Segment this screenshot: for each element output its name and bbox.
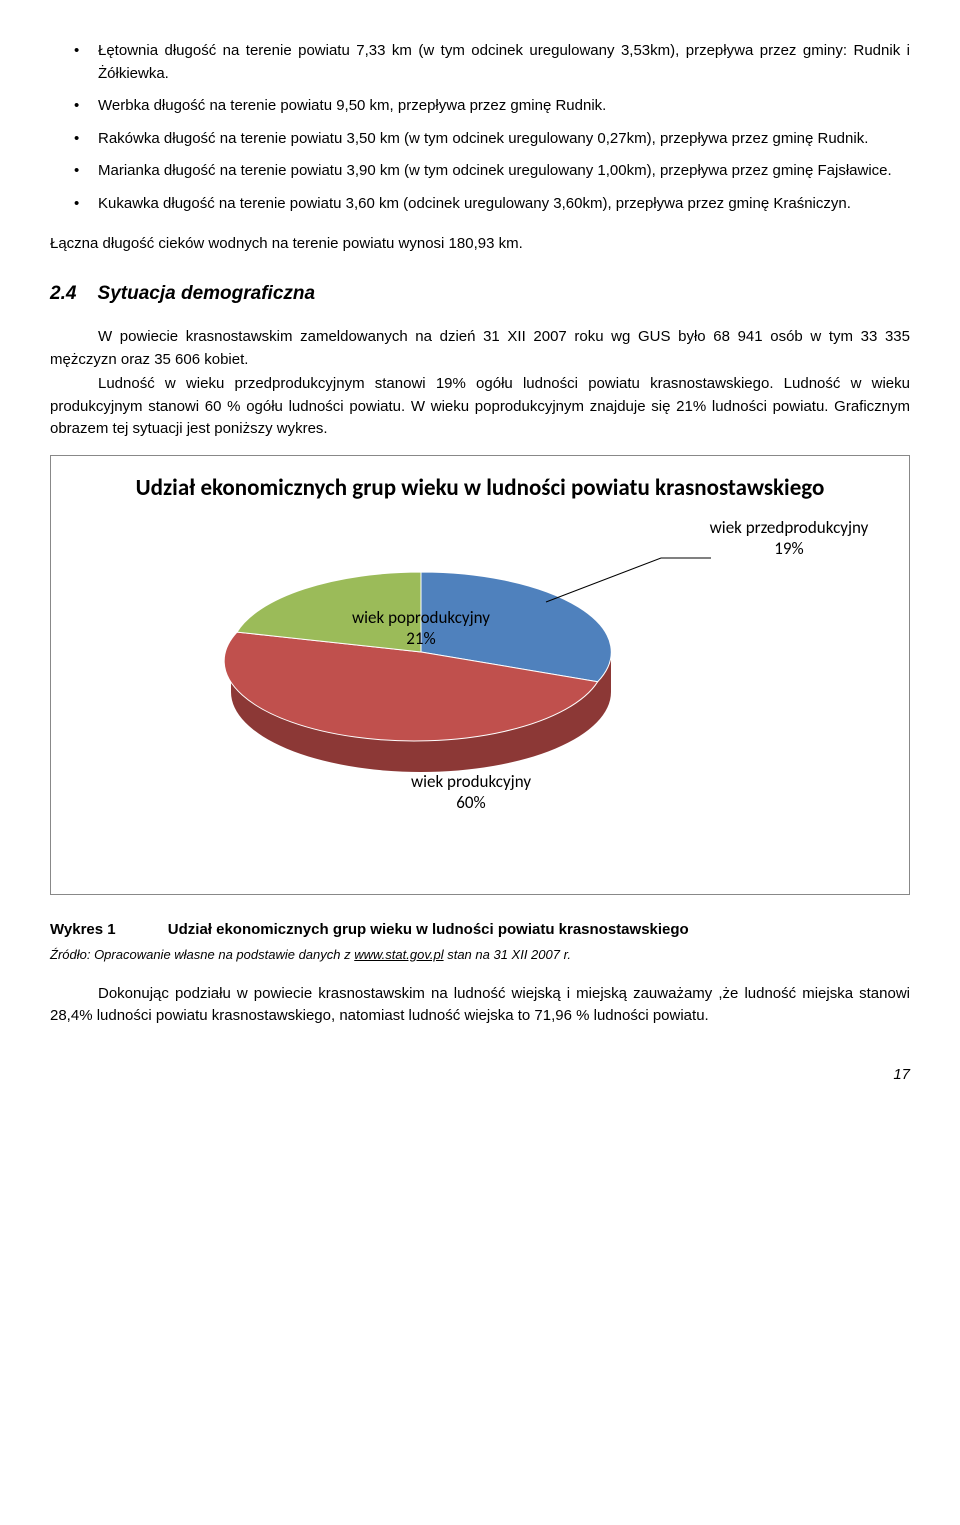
pie-chart-container: Udział ekonomicznych grup wieku w ludnoś… [50, 455, 910, 895]
list-item: Rakówka długość na terenie powiatu 3,50 … [50, 128, 910, 151]
callout-label: wiek poprodukcyjny [352, 607, 490, 628]
callout-pct: 21% [406, 628, 435, 649]
total-length-text: Łączna długość cieków wodnych na terenie… [50, 233, 910, 256]
list-item: Marianka długość na terenie powiatu 3,90… [50, 160, 910, 183]
callout-pct: 60% [456, 792, 485, 813]
river-list: Łętownia długość na terenie powiatu 7,33… [50, 40, 910, 215]
callout-label: wiek produkcyjny [411, 771, 531, 792]
list-item: Werbka długość na terenie powiatu 9,50 k… [50, 95, 910, 118]
caption-text: Udział ekonomicznych grup wieku w ludnoś… [168, 921, 689, 938]
section-number: 2.4 [50, 283, 76, 304]
section-heading: 2.4 Sytuacja demograficzna [50, 280, 910, 309]
chart-source: Źródło: Opracowanie własne na podstawie … [50, 945, 910, 965]
list-item: Kukawka długość na terenie powiatu 3,60 … [50, 193, 910, 216]
source-prefix: Źródło: Opracowanie własne na podstawie … [50, 947, 354, 962]
callout-post: wiek poprodukcyjny 21% [336, 608, 506, 649]
chart-caption: Wykres 1 Udział ekonomicznych grup wieku… [50, 919, 910, 942]
demography-para-1: W powiecie krasnostawskim zameldowanych … [50, 326, 910, 371]
page-number: 17 [50, 1064, 910, 1087]
demography-para-3: Dokonując podziału w powiecie krasnostaw… [50, 983, 910, 1028]
callout-label: wiek przedprodukcyjny [710, 517, 869, 538]
caption-label: Wykres 1 [50, 919, 116, 942]
demography-para-2: Ludność w wieku przedprodukcyjnym stanow… [50, 373, 910, 441]
pie-chart: wiek przedprodukcyjny 19% wiek poprodukc… [51, 512, 909, 832]
list-item: Łętownia długość na terenie powiatu 7,33… [50, 40, 910, 85]
source-link: www.stat.gov.pl [354, 947, 443, 962]
callout-pct: 19% [774, 538, 803, 559]
section-title: Sytuacja demograficzna [98, 283, 316, 304]
source-suffix: stan na 31 XII 2007 r. [444, 947, 571, 962]
callout-prod: wiek produkcyjny 60% [391, 772, 551, 813]
callout-pre: wiek przedprodukcyjny 19% [709, 518, 869, 559]
chart-title: Udział ekonomicznych grup wieku w ludnoś… [51, 474, 909, 503]
